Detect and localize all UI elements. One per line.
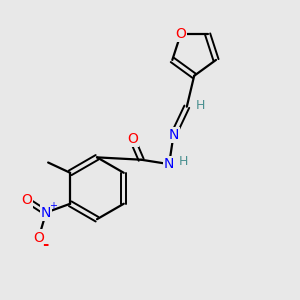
Text: O: O [22, 193, 32, 207]
Text: N: N [41, 206, 51, 220]
Text: O: O [33, 231, 44, 244]
Text: H: H [195, 99, 205, 112]
Text: O: O [175, 27, 186, 41]
Text: N: N [164, 157, 174, 171]
Text: O: O [127, 132, 138, 146]
Text: N: N [168, 128, 179, 142]
Text: H: H [178, 155, 188, 168]
Text: -: - [42, 237, 48, 252]
Text: +: + [49, 201, 57, 211]
